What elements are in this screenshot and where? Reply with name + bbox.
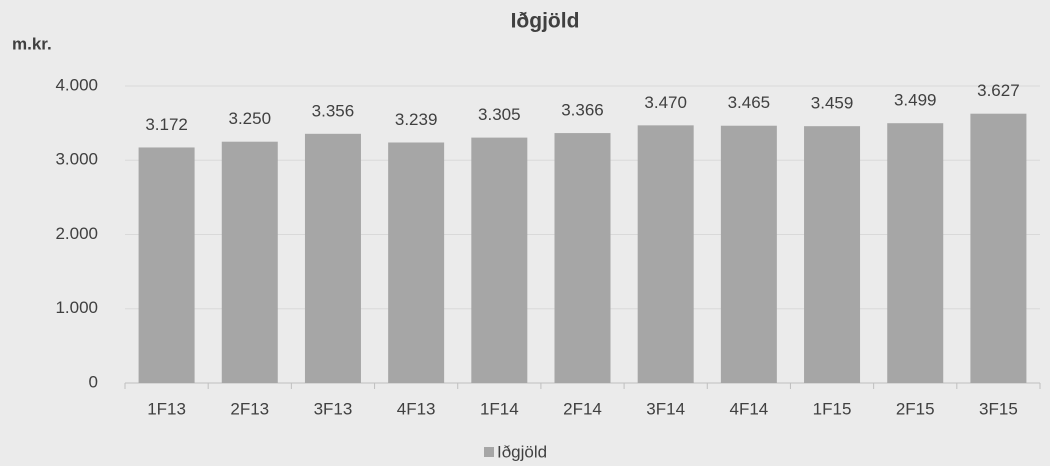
data-label: 3.459 bbox=[811, 94, 854, 113]
bar bbox=[221, 141, 278, 383]
data-label: 3.250 bbox=[228, 109, 271, 128]
data-label: 3.470 bbox=[644, 93, 687, 112]
bar bbox=[970, 113, 1027, 383]
bar bbox=[471, 137, 528, 383]
bar bbox=[304, 133, 361, 383]
bar bbox=[388, 142, 445, 383]
data-label: 3.305 bbox=[478, 105, 521, 124]
bar bbox=[138, 147, 195, 383]
y-tick-label: 1.000 bbox=[55, 298, 98, 317]
y-axis-label: m.kr. bbox=[12, 34, 52, 53]
y-tick-label: 4.000 bbox=[55, 75, 98, 94]
y-tick-label: 2.000 bbox=[55, 224, 98, 243]
x-tick-label: 1F14 bbox=[480, 399, 519, 418]
x-tick-label: 4F13 bbox=[397, 399, 436, 418]
data-label: 3.499 bbox=[894, 91, 937, 110]
chart-title: Iðgjöld bbox=[511, 10, 580, 33]
x-tick-label: 4F14 bbox=[729, 399, 768, 418]
x-tick-label: 3F13 bbox=[314, 399, 353, 418]
y-tick-label: 0 bbox=[89, 372, 98, 391]
x-tick-label: 3F14 bbox=[646, 399, 685, 418]
data-label: 3.627 bbox=[977, 81, 1020, 100]
x-tick-label: 2F15 bbox=[896, 399, 935, 418]
legend-label: Iðgjöld bbox=[497, 442, 547, 461]
bar bbox=[804, 126, 861, 383]
x-tick-label: 2F13 bbox=[230, 399, 269, 418]
bar bbox=[637, 125, 694, 383]
bar bbox=[554, 133, 611, 383]
x-tick-label: 1F15 bbox=[813, 399, 852, 418]
data-label: 3.172 bbox=[145, 115, 188, 134]
legend-swatch bbox=[484, 447, 494, 457]
x-tick-label: 3F15 bbox=[979, 399, 1018, 418]
x-tick-label: 2F14 bbox=[563, 399, 602, 418]
bar bbox=[720, 125, 777, 383]
data-label: 3.356 bbox=[312, 101, 355, 120]
data-label: 3.366 bbox=[561, 101, 604, 120]
data-label: 3.465 bbox=[728, 93, 771, 112]
y-tick-label: 3.000 bbox=[55, 150, 98, 169]
x-tick-label: 1F13 bbox=[147, 399, 186, 418]
bar bbox=[887, 123, 944, 383]
data-label: 3.239 bbox=[395, 110, 438, 129]
